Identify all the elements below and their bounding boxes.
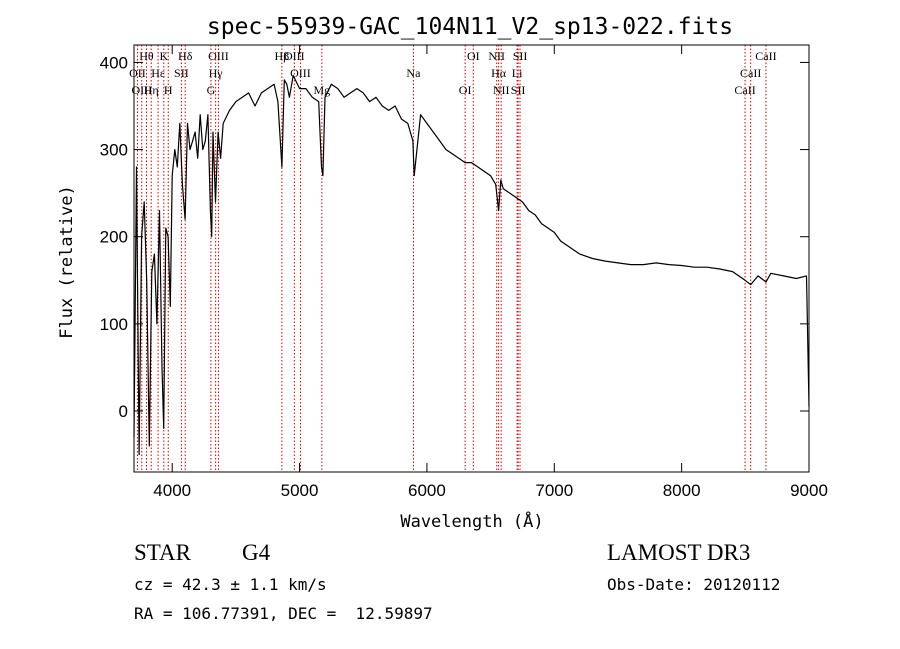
x-tick-label-3: 7000	[535, 481, 573, 500]
spectral-line-label-9: OIII	[208, 49, 229, 63]
redshift-info: cz = 42.3 ± 1.1 km/s	[134, 575, 327, 594]
object-class: STAR	[134, 540, 191, 565]
spectral-line-label-3: K	[159, 49, 168, 63]
x-tick-label-4: 8000	[663, 481, 701, 500]
spectral-line-label-8: H	[164, 83, 173, 97]
spectral-line-label-24: SII	[513, 49, 528, 63]
y-tick-label-0: 0	[119, 402, 128, 421]
spectrum-series	[133, 74, 810, 456]
axis-ticks: 4000 5000 6000 7000 8000 9000 0 100 200 300 400	[100, 45, 828, 500]
spectral-line-label-7: SII	[174, 66, 189, 80]
spectral-line-label-26: CaII	[734, 83, 755, 97]
spectral-line-label-16: Na	[406, 66, 421, 80]
x-tick-label-1: 5000	[281, 481, 319, 500]
spectral-line-label-13: OIII	[290, 66, 311, 80]
spectral-line-label-15: Hβ	[274, 49, 289, 63]
spectral-line-label-2: OIII	[131, 83, 152, 97]
x-tick-label-0: 4000	[153, 481, 191, 500]
x-tick-label-5: 9000	[790, 481, 828, 500]
x-axis-label: Wavelength (Å)	[400, 510, 543, 532]
spectral-line-label-21: NII	[488, 49, 505, 63]
x-tick-label-2: 6000	[408, 481, 446, 500]
series-line-flux	[133, 74, 810, 456]
chart-title: spec-55939-GAC_104N11_V2_sp13-022.fits	[207, 14, 733, 40]
plot-frame	[133, 44, 810, 473]
spectral-line-label-11: G	[207, 83, 216, 97]
y-tick-label-3: 300	[100, 141, 128, 160]
spectral-line-markers: HθOIIOIIIKHεHηHδSIIHOIIIHγGOIIIOIIIMgHβN…	[129, 45, 777, 472]
spectral-line-label-5: Hη	[144, 83, 159, 97]
spectral-line-label-19: Hα	[491, 66, 507, 80]
y-axis-label: Flux (relative)	[57, 185, 77, 339]
spectral-line-label-20: SII	[511, 83, 526, 97]
spectral-line-label-1: OII	[129, 66, 146, 80]
spectral-line-label-23: NII	[493, 83, 510, 97]
y-tick-label-1: 100	[100, 315, 128, 334]
y-tick-label-4: 400	[100, 53, 128, 72]
spectral-line-label-25: CaII	[740, 66, 761, 80]
coordinates-info: RA = 106.77391, DEC = 12.59897	[134, 604, 433, 623]
spectral-line-label-0: Hθ	[139, 49, 154, 63]
spectral-line-label-27: CaII	[755, 49, 776, 63]
spectral-line-label-6: Hδ	[178, 49, 193, 63]
spectral-line-label-18: OI	[467, 49, 480, 63]
spectral-line-label-22: Li	[512, 66, 523, 80]
obs-date: Obs-Date: 20120112	[607, 575, 781, 594]
spectral-line-label-4: Hε	[151, 66, 165, 80]
object-subclass: G4	[242, 540, 271, 565]
spectral-line-label-10: Hγ	[209, 66, 224, 80]
spectral-line-label-14: Mg	[314, 83, 331, 97]
y-tick-label-2: 200	[100, 228, 128, 247]
spectral-line-label-17: OI	[459, 83, 472, 97]
survey-name: LAMOST DR3	[607, 540, 751, 565]
